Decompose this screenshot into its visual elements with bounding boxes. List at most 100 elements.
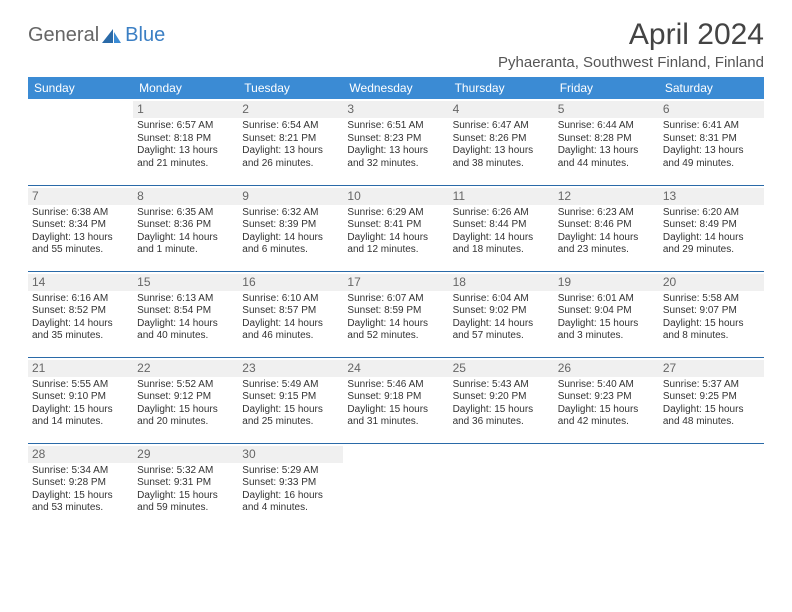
calendar-cell: 2 Sunrise: 6:54 AMSunset: 8:21 PMDaylight…: [238, 99, 343, 185]
day-detail: Sunrise: 5:37 AMSunset: 9:25 PMDaylight:…: [663, 379, 760, 429]
day-number: 11: [449, 188, 554, 205]
weekday-header: Saturday: [659, 77, 764, 99]
day-detail: Sunrise: 6:54 AMSunset: 8:21 PMDaylight:…: [242, 120, 339, 170]
calendar-cell: [554, 443, 659, 529]
day-detail: Sunrise: 5:52 AMSunset: 9:12 PMDaylight:…: [137, 379, 234, 429]
day-number: 21: [28, 360, 133, 377]
day-detail: Sunrise: 6:04 AMSunset: 9:02 PMDaylight:…: [453, 293, 550, 343]
calendar-row: 1 Sunrise: 6:57 AMSunset: 8:18 PMDaylight…: [28, 99, 764, 185]
day-detail: Sunrise: 6:41 AMSunset: 8:31 PMDaylight:…: [663, 120, 760, 170]
calendar-cell: 26 Sunrise: 5:40 AMSunset: 9:23 PMDayligh…: [554, 357, 659, 443]
weekday-header: Friday: [554, 77, 659, 99]
day-detail: Sunrise: 6:38 AMSunset: 8:34 PMDaylight:…: [32, 207, 129, 257]
day-detail: Sunrise: 5:34 AMSunset: 9:28 PMDaylight:…: [32, 465, 129, 515]
day-detail: Sunrise: 5:58 AMSunset: 9:07 PMDaylight:…: [663, 293, 760, 343]
logo-text-blue: Blue: [125, 24, 165, 47]
day-number: 20: [659, 274, 764, 291]
location: Pyhaeranta, Southwest Finland, Finland: [498, 54, 764, 71]
calendar-cell: 9Sunrise: 6:32 AMSunset: 8:39 PMDaylight…: [238, 185, 343, 271]
day-number: 17: [343, 274, 448, 291]
calendar-cell: 6 Sunrise: 6:41 AMSunset: 8:31 PMDaylight…: [659, 99, 764, 185]
day-number: 28: [28, 446, 133, 463]
calendar-cell: 24Sunrise: 5:46 AMSunset: 9:18 PMDayligh…: [343, 357, 448, 443]
day-number: 25: [449, 360, 554, 377]
calendar-cell: 19 Sunrise: 6:01 AMSunset: 9:04 PMDayligh…: [554, 271, 659, 357]
day-detail: Sunrise: 6:20 AMSunset: 8:49 PMDaylight:…: [663, 207, 760, 257]
day-number: 19: [554, 274, 659, 291]
day-detail: Sunrise: 6:35 AMSunset: 8:36 PMDaylight:…: [137, 207, 234, 257]
calendar-cell: 17 Sunrise: 6:07 AMSunset: 8:59 PMDayligh…: [343, 271, 448, 357]
day-detail: Sunrise: 6:44 AMSunset: 8:28 PMDaylight:…: [558, 120, 655, 170]
calendar-body: 1 Sunrise: 6:57 AMSunset: 8:18 PMDaylight…: [28, 99, 764, 529]
calendar-cell: 20 Sunrise: 5:58 AMSunset: 9:07 PMDayligh…: [659, 271, 764, 357]
day-number: 30: [238, 446, 343, 463]
day-number: 15: [133, 274, 238, 291]
calendar-cell: [28, 99, 133, 185]
weekday-header: Thursday: [449, 77, 554, 99]
weekday-header: Wednesday: [343, 77, 448, 99]
calendar-cell: 28 Sunrise: 5:34 AMSunset: 9:28 PMDayligh…: [28, 443, 133, 529]
day-number: 2: [238, 101, 343, 118]
calendar-cell: 13Sunrise: 6:20 AMSunset: 8:49 PMDayligh…: [659, 185, 764, 271]
day-number: 1: [133, 101, 238, 118]
day-detail: Sunrise: 6:13 AMSunset: 8:54 PMDaylight:…: [137, 293, 234, 343]
calendar-cell: 7 Sunrise: 6:38 AMSunset: 8:34 PMDaylight…: [28, 185, 133, 271]
calendar-cell: 10 Sunrise: 6:29 AMSunset: 8:41 PMDayligh…: [343, 185, 448, 271]
day-number: 26: [554, 360, 659, 377]
calendar-cell: 22Sunrise: 5:52 AMSunset: 9:12 PMDayligh…: [133, 357, 238, 443]
title-block: April 2024 Pyhaeranta, Southwest Finland…: [498, 18, 764, 71]
calendar-row: 14Sunrise: 6:16 AMSunset: 8:52 PMDayligh…: [28, 271, 764, 357]
day-detail: Sunrise: 6:26 AMSunset: 8:44 PMDaylight:…: [453, 207, 550, 257]
calendar-cell: 25 Sunrise: 5:43 AMSunset: 9:20 PMDayligh…: [449, 357, 554, 443]
day-detail: Sunrise: 5:55 AMSunset: 9:10 PMDaylight:…: [32, 379, 129, 429]
weekday-header: Monday: [133, 77, 238, 99]
calendar-cell: 12Sunrise: 6:23 AMSunset: 8:46 PMDayligh…: [554, 185, 659, 271]
calendar-cell: 8 Sunrise: 6:35 AMSunset: 8:36 PMDaylight…: [133, 185, 238, 271]
day-detail: Sunrise: 5:29 AMSunset: 9:33 PMDaylight:…: [242, 465, 339, 515]
day-number: 24: [343, 360, 448, 377]
header: General Blue April 2024 Pyhaeranta, Sout…: [28, 18, 764, 71]
day-number: 7: [28, 188, 133, 205]
day-detail: Sunrise: 6:23 AMSunset: 8:46 PMDaylight:…: [558, 207, 655, 257]
day-detail: Sunrise: 5:40 AMSunset: 9:23 PMDaylight:…: [558, 379, 655, 429]
calendar-row: 28 Sunrise: 5:34 AMSunset: 9:28 PMDayligh…: [28, 443, 764, 529]
day-number: 27: [659, 360, 764, 377]
calendar-cell: 29Sunrise: 5:32 AMSunset: 9:31 PMDayligh…: [133, 443, 238, 529]
day-number: 10: [343, 188, 448, 205]
day-detail: Sunrise: 6:57 AMSunset: 8:18 PMDaylight:…: [137, 120, 234, 170]
day-number: 6: [659, 101, 764, 118]
day-detail: Sunrise: 6:29 AMSunset: 8:41 PMDaylight:…: [347, 207, 444, 257]
calendar-row: 7 Sunrise: 6:38 AMSunset: 8:34 PMDaylight…: [28, 185, 764, 271]
calendar-cell: [449, 443, 554, 529]
day-number: 3: [343, 101, 448, 118]
calendar-row: 21 Sunrise: 5:55 AMSunset: 9:10 PMDayligh…: [28, 357, 764, 443]
calendar-cell: 30 Sunrise: 5:29 AMSunset: 9:33 PMDayligh…: [238, 443, 343, 529]
day-detail: Sunrise: 5:32 AMSunset: 9:31 PMDaylight:…: [137, 465, 234, 515]
day-detail: Sunrise: 6:47 AMSunset: 8:26 PMDaylight:…: [453, 120, 550, 170]
day-detail: Sunrise: 6:07 AMSunset: 8:59 PMDaylight:…: [347, 293, 444, 343]
day-detail: Sunrise: 6:01 AMSunset: 9:04 PMDaylight:…: [558, 293, 655, 343]
calendar-cell: 27 Sunrise: 5:37 AMSunset: 9:25 PMDayligh…: [659, 357, 764, 443]
weekday-header-row: SundayMondayTuesdayWednesdayThursdayFrid…: [28, 77, 764, 99]
calendar-cell: 16Sunrise: 6:10 AMSunset: 8:57 PMDayligh…: [238, 271, 343, 357]
logo: General Blue: [28, 24, 165, 47]
day-number: 8: [133, 188, 238, 205]
day-number: 9: [238, 188, 343, 205]
day-detail: Sunrise: 6:16 AMSunset: 8:52 PMDaylight:…: [32, 293, 129, 343]
calendar-cell: [343, 443, 448, 529]
calendar-cell: 23Sunrise: 5:49 AMSunset: 9:15 PMDayligh…: [238, 357, 343, 443]
calendar-cell: 15 Sunrise: 6:13 AMSunset: 8:54 PMDayligh…: [133, 271, 238, 357]
calendar-cell: 4 Sunrise: 6:47 AMSunset: 8:26 PMDaylight…: [449, 99, 554, 185]
calendar-cell: 1 Sunrise: 6:57 AMSunset: 8:18 PMDaylight…: [133, 99, 238, 185]
calendar-cell: 3Sunrise: 6:51 AMSunset: 8:23 PMDaylight…: [343, 99, 448, 185]
day-detail: Sunrise: 6:10 AMSunset: 8:57 PMDaylight:…: [242, 293, 339, 343]
day-number: 4: [449, 101, 554, 118]
calendar-cell: [659, 443, 764, 529]
weekday-header: Sunday: [28, 77, 133, 99]
calendar-cell: 11 Sunrise: 6:26 AMSunset: 8:44 PMDayligh…: [449, 185, 554, 271]
day-detail: Sunrise: 5:43 AMSunset: 9:20 PMDaylight:…: [453, 379, 550, 429]
calendar-cell: 5Sunrise: 6:44 AMSunset: 8:28 PMDaylight…: [554, 99, 659, 185]
logo-text-general: General: [28, 24, 99, 47]
calendar-table: SundayMondayTuesdayWednesdayThursdayFrid…: [28, 77, 764, 529]
day-number: 23: [238, 360, 343, 377]
